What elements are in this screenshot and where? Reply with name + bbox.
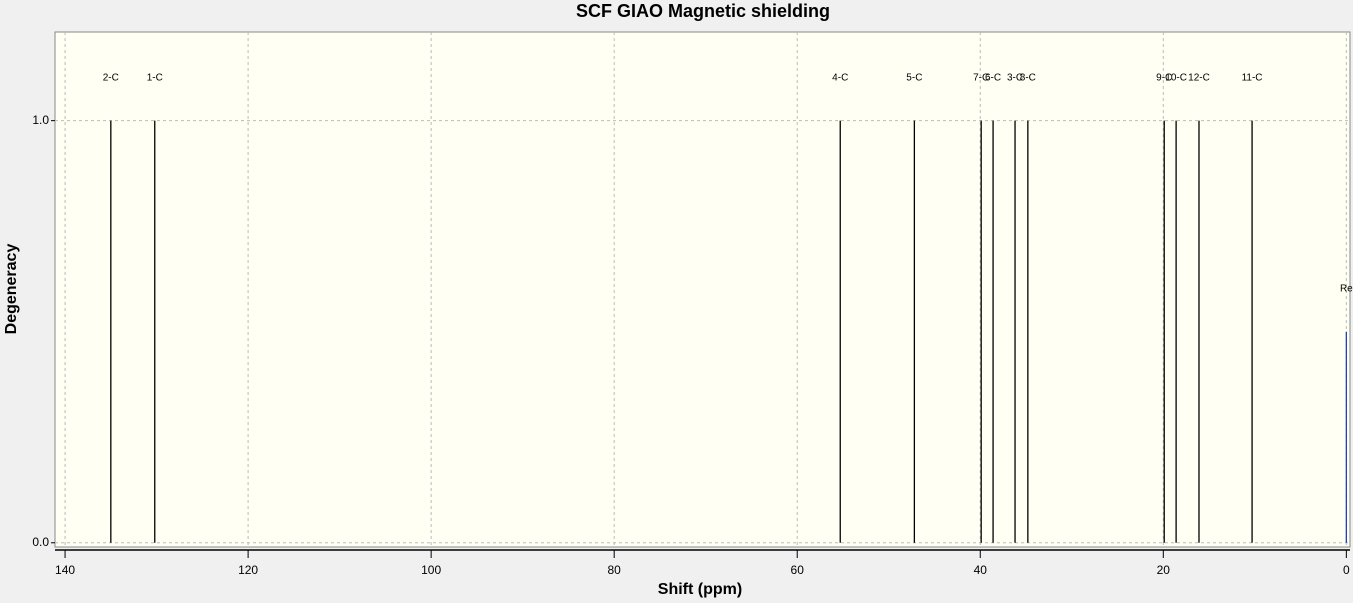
- peak-label: 3-C: [1007, 72, 1023, 83]
- peak-label: 2-C: [103, 72, 119, 83]
- chart-title: SCF GIAO Magnetic shielding: [576, 1, 830, 21]
- peak-label: 12-C: [1188, 72, 1210, 83]
- x-axis-label: Shift (ppm): [658, 581, 742, 598]
- x-tick-label: 80: [608, 563, 622, 577]
- peak-label: 4-C: [832, 72, 848, 83]
- peak-label: 7-C: [973, 72, 989, 83]
- y-tick-label: 1.0: [32, 113, 49, 127]
- x-tick-label: 140: [55, 563, 75, 577]
- peak-label: 10-C: [1165, 72, 1187, 83]
- peak-label: 11-C: [1242, 72, 1263, 83]
- x-tick-label: 40: [974, 563, 988, 577]
- x-tick-label: 0: [1343, 563, 1350, 577]
- y-tick-label: 0.0: [32, 535, 49, 549]
- y-axis-label: Degeneracy: [3, 244, 20, 335]
- peak-label: 5-C: [906, 72, 922, 83]
- x-tick-label: 20: [1157, 563, 1171, 577]
- peak-label: 8-C: [1020, 72, 1036, 83]
- peak-label: 6-C: [985, 72, 1001, 83]
- x-tick-label: 120: [238, 563, 258, 577]
- peak-label: 1-C: [147, 72, 163, 83]
- peak-label: Re: [1340, 283, 1353, 294]
- x-tick-label: 100: [421, 563, 441, 577]
- plot-area: [54, 31, 1351, 548]
- peak-label: 9-C: [1156, 72, 1172, 83]
- x-tick-label: 60: [791, 563, 805, 577]
